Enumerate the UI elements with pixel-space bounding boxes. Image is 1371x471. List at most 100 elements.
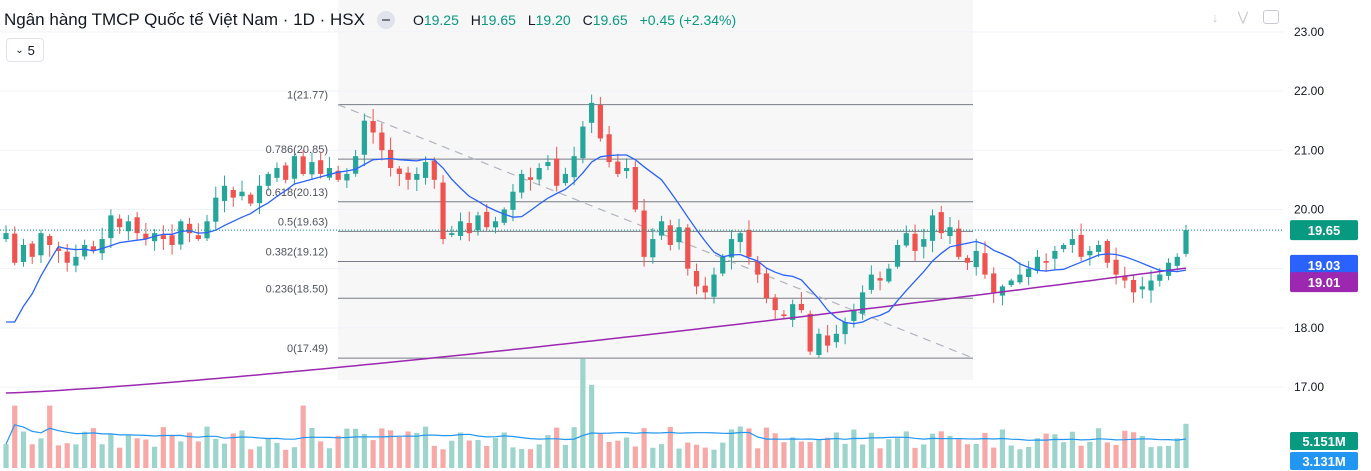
candle-body	[554, 158, 560, 186]
fib-level-label: 0.236(18.50)	[266, 283, 328, 295]
volume-bar	[1165, 445, 1172, 468]
candle-body	[457, 221, 464, 236]
candle-body	[379, 132, 385, 151]
price-label-text: 19.65	[1308, 223, 1341, 238]
candle-body	[291, 156, 298, 179]
candle-body	[641, 210, 647, 257]
candle-body	[361, 120, 367, 155]
volume-bar	[475, 440, 481, 468]
fib-level-label: 0.5(19.63)	[278, 216, 328, 228]
volume-bar	[510, 447, 516, 468]
candle-body	[571, 156, 577, 178]
volume-bar	[999, 429, 1006, 468]
volume-bar	[685, 442, 691, 468]
candle-body	[1069, 239, 1075, 245]
candle-body	[309, 162, 315, 175]
candle-body	[720, 256, 726, 274]
volume-bar	[676, 448, 682, 468]
volume-bar	[693, 444, 700, 468]
volume-bar	[239, 430, 245, 468]
candle-body	[798, 303, 805, 311]
volume-bar	[1104, 442, 1110, 468]
volume-bar	[309, 428, 315, 468]
volume-bar	[160, 427, 166, 468]
candle-body	[143, 233, 149, 240]
arrow-down-icon[interactable]: ↓	[1211, 9, 1219, 25]
volume-bar	[1130, 432, 1137, 468]
high-label: H	[470, 12, 481, 28]
volume-bar	[108, 434, 114, 468]
volume-bar	[143, 439, 149, 468]
symbol-title[interactable]: Ngân hàng TMCP Quốc tế Việt Nam · 1D · H…	[4, 10, 365, 29]
volume-bar	[55, 445, 62, 468]
candle-body	[151, 233, 158, 242]
candle-body	[632, 167, 638, 210]
volume-bar	[370, 440, 376, 468]
ma-short-line	[6, 154, 1187, 325]
candle-body	[3, 233, 9, 240]
volume-bar	[746, 428, 752, 468]
candle-body	[606, 134, 612, 163]
candle-body	[991, 273, 997, 293]
volume-bar	[117, 447, 123, 468]
candle-body	[29, 243, 35, 257]
indicators-toggle-button[interactable]: ⌄ 5	[6, 38, 44, 62]
maximize-icon[interactable]	[1262, 8, 1280, 26]
volume-bar	[658, 444, 665, 468]
candle-body	[125, 221, 131, 232]
volume-bar	[956, 439, 962, 468]
volume-bar	[650, 447, 656, 468]
candle-body	[300, 156, 306, 174]
candle-body	[868, 274, 874, 290]
price-axis-tick: 17.00	[1294, 380, 1324, 394]
volume-bar	[387, 430, 394, 468]
volume-bar	[195, 441, 201, 468]
volume-bar	[711, 449, 717, 468]
candles	[3, 94, 1189, 358]
volume-bar	[807, 442, 813, 468]
volume-bar	[1061, 442, 1067, 468]
volume-bar	[1069, 431, 1075, 468]
volume-bar	[414, 432, 420, 468]
candle-body	[1078, 234, 1084, 257]
collapse-toggle-icon[interactable]	[376, 11, 395, 29]
fib-trend-line	[337, 104, 974, 359]
candle-body	[90, 246, 97, 251]
candle-body	[475, 215, 481, 231]
chevron-down-icon: ⌄	[15, 44, 24, 56]
candle-body	[12, 233, 18, 263]
volume-bar	[623, 437, 630, 468]
price-label-background	[1290, 254, 1358, 275]
candle-body	[772, 297, 778, 311]
fib-level-label: 0.618(20.13)	[266, 187, 328, 199]
candle-body	[1130, 279, 1137, 293]
candle-body	[466, 223, 472, 234]
candle-body	[20, 244, 27, 262]
candle-body	[47, 236, 53, 245]
candle-body	[737, 233, 743, 243]
volume-axis-labels: 5.151M 3.131M	[1290, 432, 1358, 470]
collapse-icon[interactable]: ⋁	[1237, 9, 1249, 24]
volume-bar	[213, 438, 219, 468]
candle-body	[274, 168, 280, 178]
candle-body	[1017, 274, 1023, 283]
candle-body	[956, 228, 962, 257]
close-label: C	[582, 12, 593, 28]
candle-body	[265, 173, 271, 186]
candle-body	[186, 223, 193, 234]
candle-body	[160, 235, 166, 240]
volume-bar	[1043, 433, 1049, 468]
candle-body	[1061, 244, 1067, 250]
candle-body	[55, 248, 62, 251]
volume-bar	[519, 449, 525, 468]
volume-bar	[501, 432, 507, 468]
fib-level-label: 1(21.77)	[287, 90, 328, 102]
volume-bar	[894, 438, 901, 468]
volume-bar	[886, 439, 892, 468]
volume-bar	[755, 448, 761, 468]
candle-body	[903, 233, 909, 246]
volume-bar	[580, 358, 586, 468]
ohlc-readout: O19.25 H19.65 L19.20 C19.65 +0.45 (+2.34…	[413, 12, 736, 28]
volume-bar	[204, 426, 210, 468]
